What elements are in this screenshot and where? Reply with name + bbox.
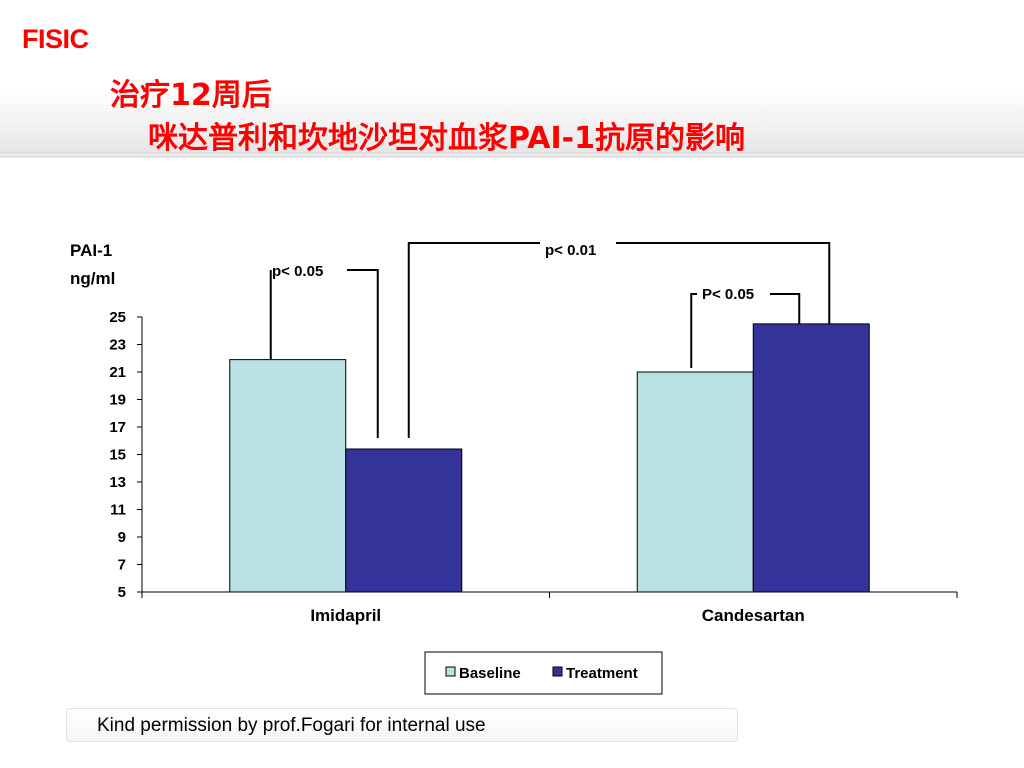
header-band bbox=[0, 0, 1024, 158]
y-axis-label-line2: ng/ml bbox=[70, 269, 115, 288]
header-divider bbox=[0, 152, 1024, 155]
y-tick-label: 17 bbox=[109, 419, 126, 436]
y-tick-label: 9 bbox=[118, 529, 126, 546]
y-axis-label-line1: PAI-1 bbox=[70, 241, 112, 260]
legend-box bbox=[424, 651, 663, 695]
slide-title-line1: 治疗12周后 bbox=[110, 78, 272, 113]
legend-label-treatment: Treatment bbox=[566, 665, 638, 682]
annotation-p-imidapril: p< 0.05 bbox=[272, 263, 323, 280]
y-tick-label: 5 bbox=[118, 584, 126, 601]
y-tick-label: 25 bbox=[109, 309, 126, 326]
legend-label-baseline: Baseline bbox=[459, 665, 521, 682]
bracket-imidapril-right bbox=[347, 269, 379, 438]
x-category-label: Imidapril bbox=[310, 606, 381, 625]
annotation-p-candesartan: P< 0.05 bbox=[702, 286, 754, 303]
x-category-label: Candesartan bbox=[702, 606, 805, 625]
bracket-between-left bbox=[407, 242, 540, 438]
y-tick-label: 11 bbox=[110, 502, 126, 519]
y-tick-label: 15 bbox=[109, 447, 126, 464]
brand-label: FISIC bbox=[22, 24, 89, 54]
bar-treatment-imidapril bbox=[345, 448, 463, 593]
footer-note: Kind permission by prof.Fogari for inter… bbox=[97, 715, 486, 736]
slide-title-line2: 咪达普利和坎地沙坦对血浆PAI-1抗原的影响 bbox=[148, 121, 745, 156]
legend-swatch-treatment bbox=[552, 666, 563, 677]
y-tick-label: 7 bbox=[118, 557, 126, 574]
y-tick-label: 23 bbox=[109, 337, 126, 354]
bar-baseline-imidapril bbox=[229, 359, 347, 593]
y-tick-label: 21 bbox=[109, 364, 126, 381]
footer-box bbox=[66, 708, 738, 742]
bracket-candesartan-right bbox=[770, 293, 801, 324]
bar-baseline-candesartan bbox=[636, 371, 754, 593]
bar-treatment-candesartan bbox=[752, 323, 870, 593]
y-tick-label: 13 bbox=[109, 474, 126, 491]
legend-swatch-baseline bbox=[445, 666, 456, 677]
bracket-between-right bbox=[616, 242, 831, 324]
annotation-p-between: p< 0.01 bbox=[545, 242, 596, 259]
y-tick-label: 19 bbox=[109, 392, 126, 409]
bracket-candesartan-left bbox=[690, 293, 697, 368]
